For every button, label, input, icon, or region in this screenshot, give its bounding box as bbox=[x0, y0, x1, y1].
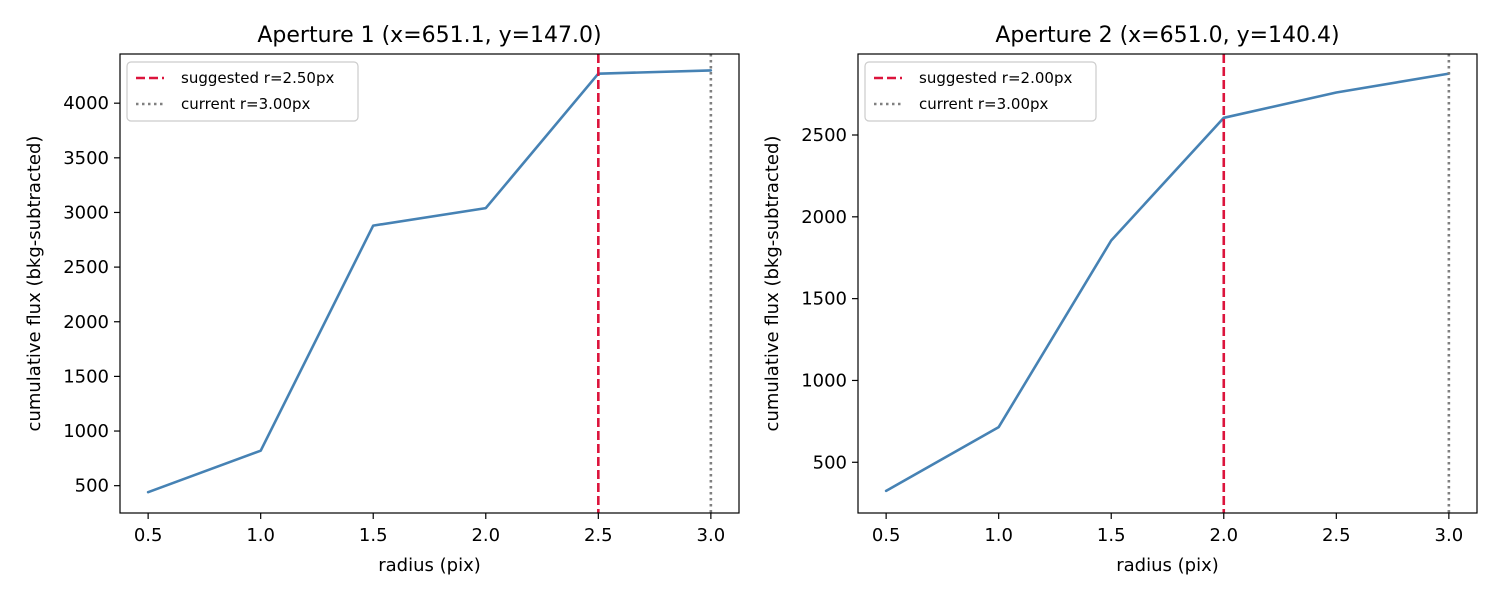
x-tick-label: 2.0 bbox=[471, 525, 500, 546]
legend-label: current r=3.00px bbox=[181, 95, 311, 113]
x-tick-label: 1.5 bbox=[1097, 525, 1126, 546]
x-axis-label: radius (pix) bbox=[378, 555, 481, 576]
x-tick-label: 2.0 bbox=[1209, 525, 1238, 546]
y-tick-label: 1500 bbox=[63, 366, 109, 387]
legend-box bbox=[126, 61, 359, 122]
plot-frame bbox=[119, 53, 740, 514]
chart-title: Aperture 1 (x=651.1, y=147.0) bbox=[257, 23, 601, 48]
chart-panel-1: Aperture 1 (x=651.1, y=147.0) 0.5 1.0 1.5 2.… bbox=[24, 23, 740, 576]
x-tick-label: 1.0 bbox=[246, 525, 275, 546]
x-tick-label: 1.5 bbox=[359, 525, 388, 546]
legend-label: suggested r=2.50px bbox=[181, 69, 334, 87]
legend: suggested r=2.50px current r=3.00px bbox=[126, 61, 359, 122]
chart-title: Aperture 2 (x=651.0, y=140.4) bbox=[995, 23, 1339, 48]
x-tick-label: 0.5 bbox=[134, 525, 163, 546]
series-line-1 bbox=[884, 72, 1451, 493]
legend: suggested r=2.00px current r=3.00px bbox=[864, 61, 1097, 122]
y-tick-label: 2000 bbox=[801, 207, 847, 228]
x-tick-label: 3.0 bbox=[697, 525, 726, 546]
y-tick-label: 2500 bbox=[63, 257, 109, 278]
x-tick-label: 2.5 bbox=[584, 525, 613, 546]
x-tick-label: 1.0 bbox=[984, 525, 1013, 546]
y-tick-label: 2500 bbox=[801, 125, 847, 146]
y-tick-label: 2000 bbox=[63, 312, 109, 333]
legend-label: suggested r=2.00px bbox=[919, 69, 1072, 87]
y-tick-label: 1000 bbox=[63, 421, 109, 442]
y-axis-label: cumulative flux (bkg-subtracted) bbox=[24, 136, 45, 432]
chart-panel-2: Aperture 2 (x=651.0, y=140.4) 0.5 1.0 1.5 2.… bbox=[762, 23, 1478, 576]
series-line-1 bbox=[146, 69, 713, 494]
x-axis-label: radius (pix) bbox=[1116, 555, 1219, 576]
legend-box bbox=[864, 61, 1097, 122]
y-tick-label: 500 bbox=[75, 476, 109, 497]
legend-label: current r=3.00px bbox=[919, 95, 1049, 113]
plot-frame bbox=[857, 53, 1478, 514]
y-tick-label: 3500 bbox=[63, 148, 109, 169]
x-tick-label: 2.5 bbox=[1322, 525, 1351, 546]
y-tick-label: 4000 bbox=[63, 93, 109, 114]
y-tick-label: 1000 bbox=[801, 370, 847, 391]
y-tick-label: 3000 bbox=[63, 202, 109, 223]
y-axis-label: cumulative flux (bkg-subtracted) bbox=[762, 136, 783, 432]
y-tick-label: 1500 bbox=[801, 289, 847, 310]
y-tick-label: 500 bbox=[813, 452, 847, 473]
x-tick-label: 0.5 bbox=[872, 525, 901, 546]
x-tick-label: 3.0 bbox=[1435, 525, 1464, 546]
